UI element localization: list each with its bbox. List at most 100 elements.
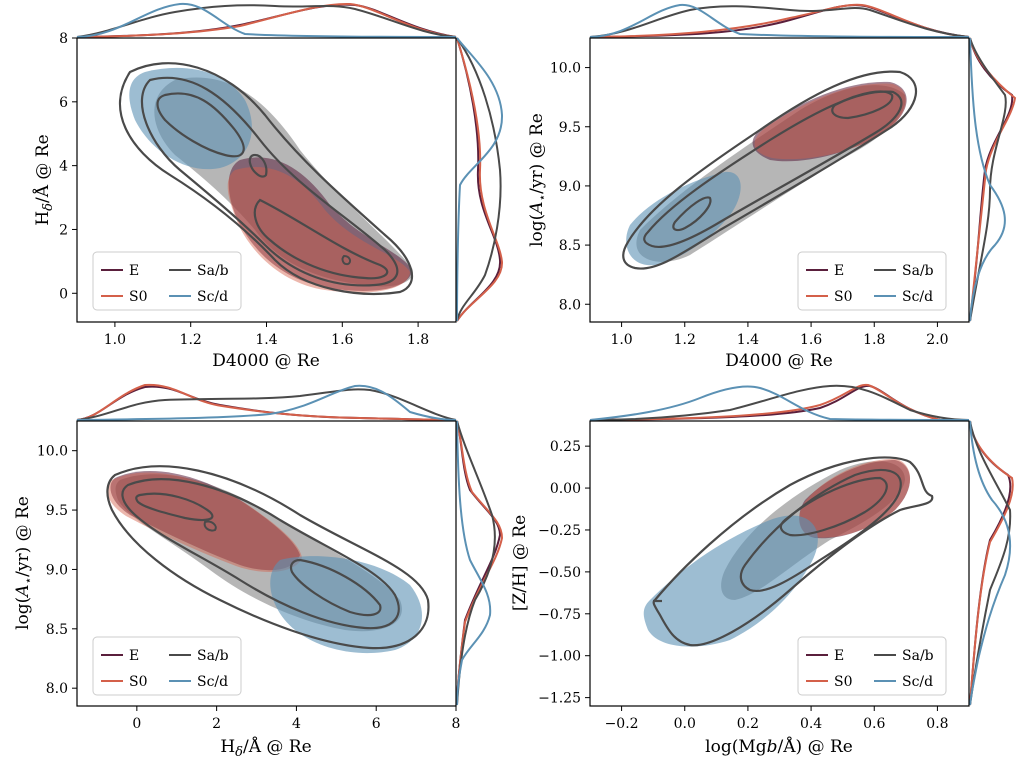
x-tick-label: 1.4 <box>255 332 277 348</box>
legend-label-scd: Sc/d <box>197 289 228 305</box>
x-tick-label: 1.8 <box>863 332 885 348</box>
y-axis-label: log(A⋆/yr) @ Re <box>527 113 549 247</box>
legend-frame <box>797 251 947 311</box>
kde-line-sab <box>76 4 457 38</box>
legend-label-s0: S0 <box>834 674 853 690</box>
y-tick-label: 0.00 <box>550 481 581 497</box>
y-tick-label: 9.0 <box>559 179 581 195</box>
legend-frame <box>92 636 242 696</box>
x-tick-label: 2 <box>212 716 221 732</box>
y-tick-label: 8.5 <box>559 238 581 254</box>
x-tick-label: 0.8 <box>926 716 948 732</box>
x-tick-label: 1.6 <box>331 332 353 348</box>
top-marginal-kde <box>76 383 457 421</box>
kde-line-scd <box>589 385 970 421</box>
x-tick-label: 1.6 <box>800 332 822 348</box>
x-tick-label: 0.6 <box>863 716 885 732</box>
kde-line-scd <box>589 3 970 38</box>
kde-line-scd <box>969 37 1006 322</box>
x-tick-label: 1.2 <box>180 332 202 348</box>
kde-line-scd <box>76 384 457 421</box>
contour-line-sab-inner3 <box>203 520 217 532</box>
kde-line-sab <box>589 5 970 38</box>
y-tick-label: 2 <box>59 222 68 238</box>
y-tick-label: −0.50 <box>538 565 581 581</box>
kde-line-scd <box>456 420 492 706</box>
kde-line-sab <box>969 37 1007 322</box>
legend-label-scd: Sc/d <box>902 289 933 305</box>
y-axis-label: Hδ/Å @ Re <box>32 134 56 225</box>
y-tick-label: 6 <box>59 95 68 111</box>
legend: E Sa/b S0 Sc/d <box>797 636 947 696</box>
x-tick-label: 8 <box>452 716 461 732</box>
x-tick-label: 0.0 <box>674 716 696 732</box>
x-tick-label: 2.0 <box>926 332 948 348</box>
right-marginal-kde <box>456 37 504 322</box>
x-ticks: −0.2 0.0 0.2 0.4 0.6 0.8 <box>605 706 949 732</box>
y-tick-label: 9.0 <box>46 562 68 578</box>
y-ticks: −1.25 −1.00 −0.75 −0.50 −0.25 0.00 0.25 <box>538 439 590 707</box>
contour-line-sab-outer <box>652 456 934 647</box>
right-marginal-kde <box>456 420 504 706</box>
kde-line-s0 <box>456 420 504 706</box>
y-tick-label: 8 <box>59 31 68 47</box>
legend-label-sab: Sa/b <box>197 263 229 279</box>
x-tick-label: 1.0 <box>610 332 632 348</box>
y-tick-label: −0.75 <box>538 607 581 623</box>
x-tick-label: 0.4 <box>800 716 822 732</box>
legend-label-s0: S0 <box>834 289 853 305</box>
legend-label-scd: Sc/d <box>902 674 933 690</box>
y-tick-label: 10.0 <box>37 444 68 460</box>
panel-bottom-right: −0.2 0.0 0.2 0.4 0.6 0.8 −1.25 −1.00 −0.75 −0.50… <box>510 383 1014 757</box>
kde-line-s0 <box>76 2 457 38</box>
x-tick-label: 1.8 <box>407 332 429 348</box>
kde-line-scd <box>969 420 1012 706</box>
legend-label-e: E <box>834 648 844 664</box>
legend: E Sa/b S0 Sc/d <box>797 251 947 311</box>
top-marginal-kde <box>589 3 970 38</box>
y-tick-label: −1.25 <box>538 691 581 707</box>
top-marginal-kde <box>589 383 970 422</box>
legend-label-e: E <box>129 648 139 664</box>
contour-line-sab-inner <box>135 492 214 522</box>
y-tick-label: 8.0 <box>46 681 68 697</box>
kde-line-scd <box>76 2 457 38</box>
panel-top-right: 1.0 1.2 1.4 1.6 1.8 2.0 8.0 8.5 9.0 9.5 10.0 D400… <box>527 3 1017 371</box>
y-tick-label: 10.0 <box>550 61 581 77</box>
y-ticks: 0 2 4 6 8 <box>59 31 77 302</box>
y-tick-label: 4 <box>59 159 68 175</box>
y-tick-label: 0.25 <box>550 439 581 455</box>
contour-fill-scd <box>626 171 741 266</box>
contour-line-sab-outer <box>118 62 414 295</box>
panel-bottom-left: 0 2 4 6 8 8.0 8.5 9.0 9.5 10.0 Hδ/Å @ Re log(A⋆/… <box>13 383 504 760</box>
contour-line-sab-inner2 <box>248 153 268 178</box>
x-tick-label: 1.2 <box>674 332 696 348</box>
right-marginal-kde <box>969 420 1014 706</box>
contour-line-sab-mid <box>140 76 399 287</box>
legend-frame <box>92 251 242 311</box>
y-ticks: 8.0 8.5 9.0 9.5 10.0 <box>37 444 77 697</box>
contour-line-sab-inner2 <box>289 558 382 617</box>
kde-line-sab <box>456 420 496 706</box>
kde-line-sab <box>589 384 970 421</box>
legend-label-sab: Sa/b <box>197 648 229 664</box>
kde-line-s0 <box>589 3 970 38</box>
x-ticks: 1.0 1.2 1.4 1.6 1.8 2.0 <box>610 322 949 348</box>
contour-fill-e <box>228 157 412 291</box>
x-ticks: 1.0 1.2 1.4 1.6 1.8 <box>104 322 429 348</box>
legend-label-sab: Sa/b <box>902 263 934 279</box>
x-axis-label: log(Mgb/Å) @ Re <box>705 736 853 757</box>
x-tick-label: 1.0 <box>104 332 126 348</box>
x-axis-label: D4000 @ Re <box>725 351 833 371</box>
x-tick-label: 6 <box>372 716 381 732</box>
top-marginal-kde <box>76 2 457 38</box>
y-axis-label: log(A⋆/yr) @ Re <box>13 496 35 630</box>
kde-line-sab <box>456 37 502 322</box>
kde-line-scd <box>456 37 504 322</box>
contour-line-sab-inner <box>156 92 245 158</box>
legend-label-e: E <box>834 263 844 279</box>
y-tick-label: 0 <box>59 286 68 302</box>
legend-frame <box>797 636 947 696</box>
legend-label-e: E <box>129 263 139 279</box>
